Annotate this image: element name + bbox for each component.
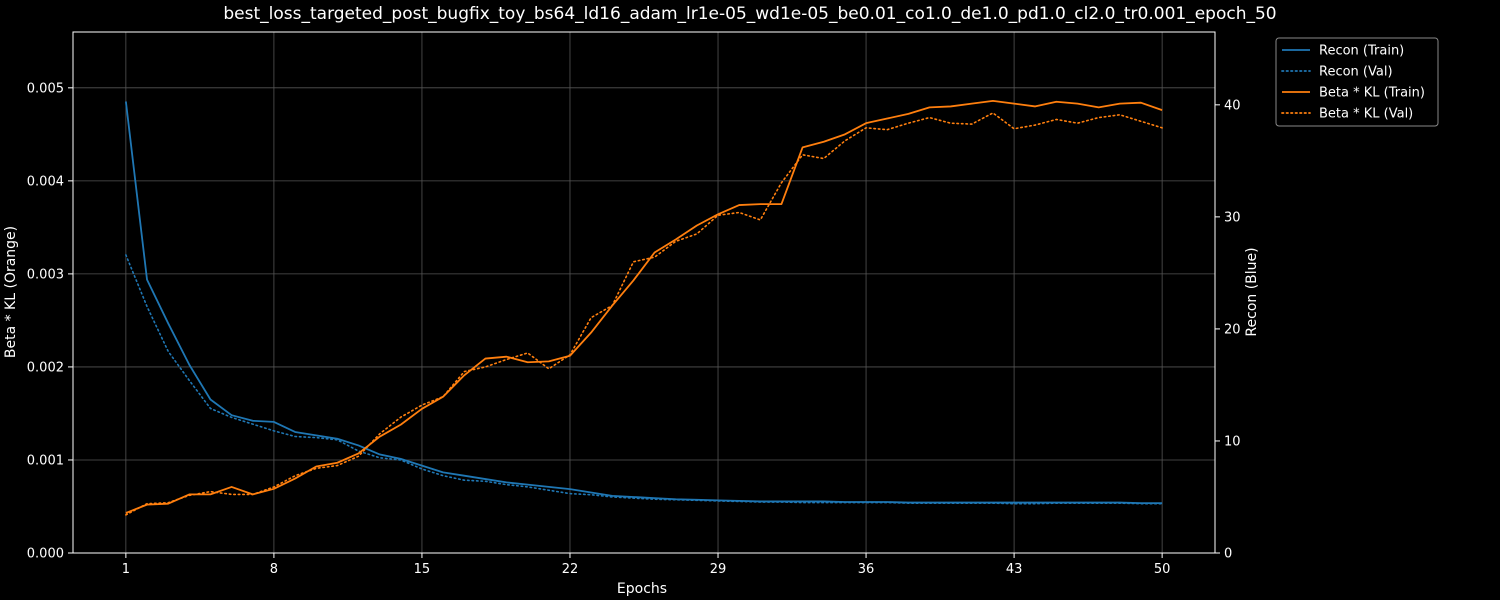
- x-tick-label: 36: [858, 562, 875, 577]
- right-y-tick-label: 20: [1224, 322, 1241, 337]
- left-y-tick-label: 0.001: [27, 453, 64, 468]
- x-tick-label: 15: [414, 562, 431, 577]
- right-y-tick-label: 30: [1224, 210, 1241, 225]
- x-tick-label: 50: [1154, 562, 1171, 577]
- right-y-tick-label: 0: [1224, 547, 1232, 562]
- right-y-axis-label: Recon (Blue): [1244, 247, 1260, 336]
- x-axis-label: Epochs: [617, 581, 667, 597]
- grid: [73, 32, 1215, 554]
- left-y-tick-label: 0.004: [27, 174, 64, 189]
- legend: Recon (Train) Recon (Val) Beta * KL (Train…: [1275, 37, 1439, 127]
- right-y-tick-label: 10: [1224, 434, 1241, 449]
- left-y-tick-label: 0.005: [27, 81, 64, 96]
- series-line-beta-kl-val: [125, 112, 1163, 516]
- right-y-tick-label: 40: [1224, 98, 1241, 113]
- left-y-tick-label: 0.000: [27, 547, 64, 562]
- series-lines: [124, 99, 1163, 516]
- x-tick-label: 1: [122, 562, 130, 577]
- legend-label: Recon (Val): [1319, 65, 1393, 80]
- legend-box: [1275, 37, 1439, 127]
- x-tick-label: 43: [1006, 562, 1023, 577]
- chart-title: best_loss_targeted_post_bugfix_toy_bs64_…: [223, 4, 1276, 24]
- right-y-axis-ticks: 0 10 20 30 40: [1215, 98, 1241, 562]
- x-tick-label: 29: [710, 562, 727, 577]
- legend-label: Recon (Train): [1319, 44, 1404, 59]
- left-y-axis-ticks: 0.000 0.001 0.002 0.003 0.004 0.005: [27, 81, 73, 562]
- series-line-recon-val: [125, 254, 1163, 505]
- left-y-axis-label: Beta * KL (Orange): [3, 226, 19, 358]
- plot-frame: [72, 31, 1216, 554]
- legend-label: Beta * KL (Train): [1319, 86, 1425, 101]
- x-axis-ticks: 1 8 15 22 29 36 43 50: [122, 553, 1171, 577]
- legend-label: Beta * KL (Val): [1319, 107, 1413, 122]
- x-tick-label: 8: [270, 562, 278, 577]
- left-y-tick-label: 0.002: [27, 360, 64, 375]
- x-tick-label: 22: [562, 562, 579, 577]
- series-line-beta-kl-train: [125, 99, 1163, 514]
- left-y-tick-label: 0.003: [27, 267, 64, 282]
